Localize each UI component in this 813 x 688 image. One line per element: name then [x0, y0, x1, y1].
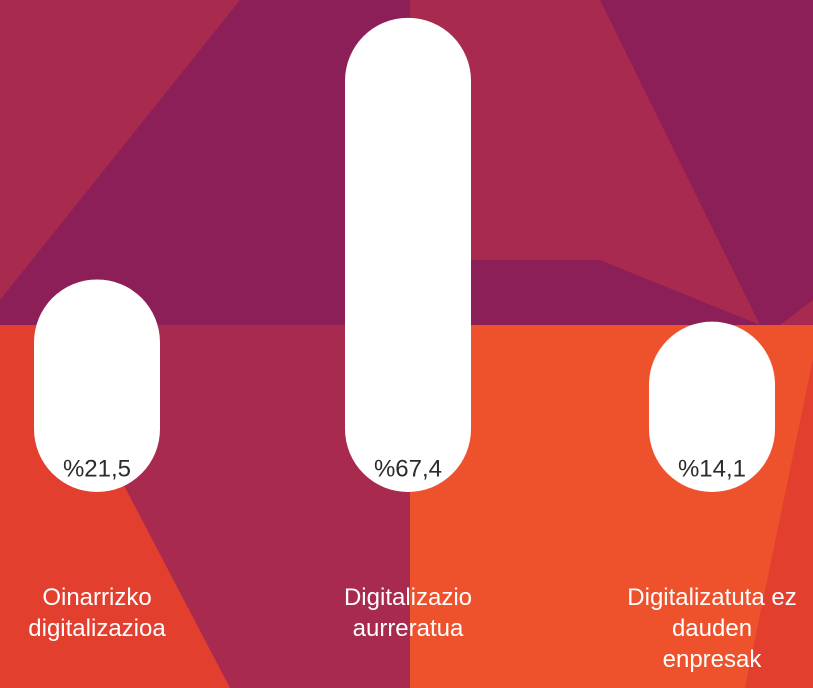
background-shape	[745, 360, 813, 688]
bar	[34, 279, 160, 492]
value-label: %21,5	[63, 455, 131, 482]
background-shape	[600, 0, 813, 325]
value-label: %67,4	[374, 455, 442, 482]
category-label: Oinarrizko digitalizazioa	[28, 584, 166, 642]
category-label: Digitalizazio aurreratua	[343, 584, 473, 642]
background-shape	[410, 0, 760, 325]
bar	[345, 17, 471, 492]
background-shape	[410, 260, 760, 325]
value-label: %14,1	[678, 455, 746, 482]
bar	[649, 321, 775, 492]
category-label: Digitalizatuta ez dauden enpresak	[627, 584, 797, 673]
background-shape	[0, 0, 410, 325]
